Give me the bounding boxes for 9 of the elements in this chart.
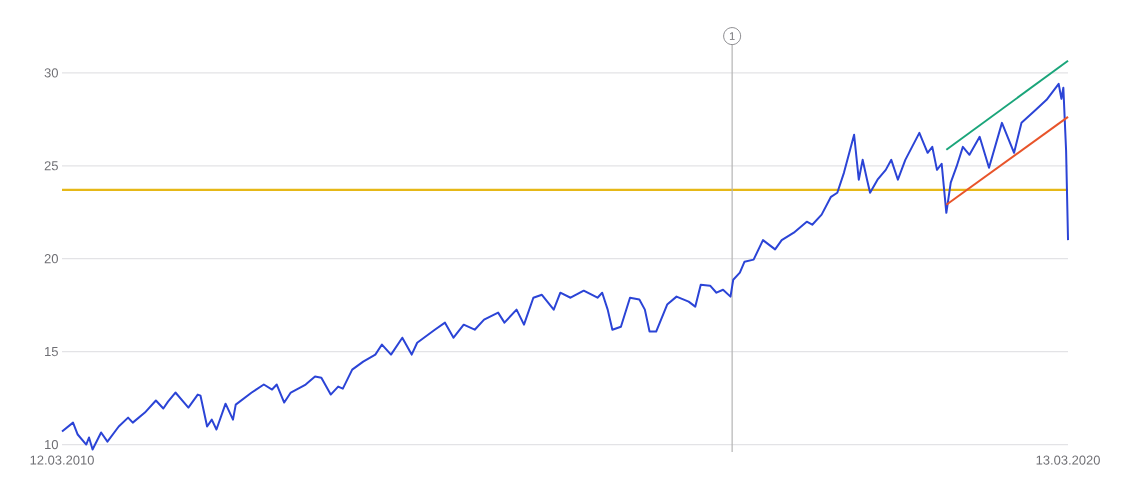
ref-line-label: 1 bbox=[729, 32, 735, 40]
x-tick-label: 12.03.2010 bbox=[30, 455, 94, 465]
x-tick-label: 13.03.2020 bbox=[1036, 455, 1100, 465]
y-tick-label: 10 bbox=[45, 439, 58, 450]
y-tick-label: 20 bbox=[44, 254, 58, 264]
y-tick-label: 30 bbox=[44, 68, 58, 78]
line-series bbox=[61, 82, 1070, 451]
y-tick-label: 15 bbox=[45, 347, 58, 357]
y-tick-label: 25 bbox=[44, 161, 58, 171]
